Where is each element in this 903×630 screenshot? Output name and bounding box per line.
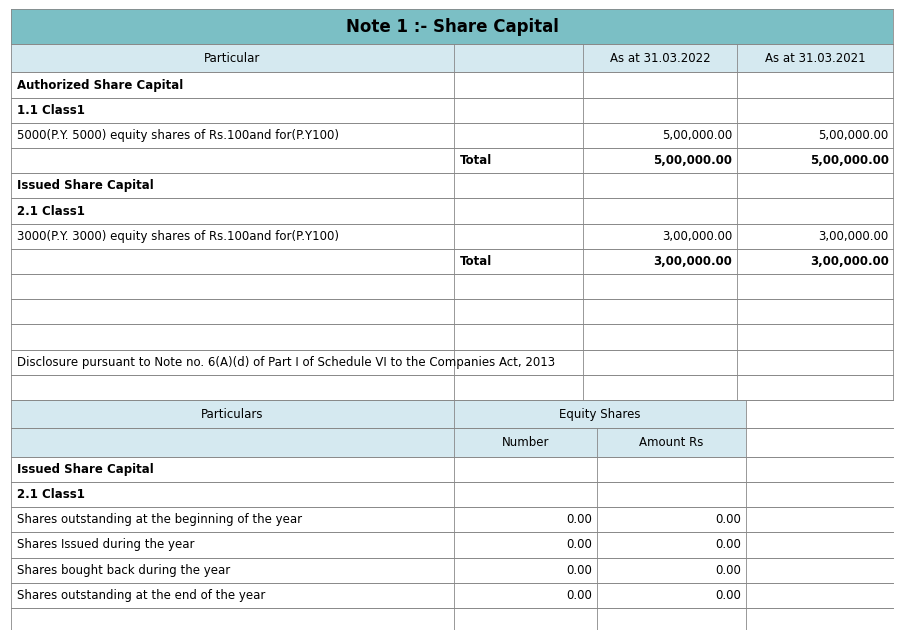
Text: 5,00,000.00: 5,00,000.00 (809, 154, 888, 167)
Text: 0.00: 0.00 (565, 589, 591, 602)
Text: Authorized Share Capital: Authorized Share Capital (17, 79, 183, 91)
Text: Particular: Particular (204, 52, 260, 65)
Text: 0.00: 0.00 (565, 564, 591, 576)
Bar (11, 9, 892, 44)
Text: Total: Total (460, 255, 492, 268)
Bar (11, 428, 745, 457)
Text: 3,00,000.00: 3,00,000.00 (653, 255, 731, 268)
Text: Shares outstanding at the end of the year: Shares outstanding at the end of the yea… (17, 589, 265, 602)
Text: 3,00,000.00: 3,00,000.00 (809, 255, 888, 268)
Text: Number: Number (501, 436, 548, 449)
Text: 0.00: 0.00 (714, 539, 740, 551)
Text: Particulars: Particulars (200, 408, 264, 421)
Text: 3,00,000.00: 3,00,000.00 (817, 230, 888, 243)
Text: Total: Total (460, 154, 492, 167)
Text: As at 31.03.2022: As at 31.03.2022 (609, 52, 710, 65)
Text: Issued Share Capital: Issued Share Capital (17, 180, 154, 192)
Bar (11, 44, 892, 72)
Bar (11, 400, 745, 428)
Text: 3000(P.Y. 3000) equity shares of Rs.100and for(P.Y100): 3000(P.Y. 3000) equity shares of Rs.100a… (17, 230, 339, 243)
Text: 5,00,000.00: 5,00,000.00 (653, 154, 731, 167)
Text: Shares bought back during the year: Shares bought back during the year (17, 564, 230, 576)
Text: Shares outstanding at the beginning of the year: Shares outstanding at the beginning of t… (17, 513, 302, 526)
Text: 0.00: 0.00 (714, 589, 740, 602)
Text: As at 31.03.2021: As at 31.03.2021 (764, 52, 864, 65)
Text: Disclosure pursuant to Note no. 6(A)(d) of Part I of Schedule VI to the Companie: Disclosure pursuant to Note no. 6(A)(d) … (17, 356, 554, 369)
Text: 2.1 Class1: 2.1 Class1 (17, 205, 85, 217)
Text: 5,00,000.00: 5,00,000.00 (661, 129, 731, 142)
Text: 0.00: 0.00 (714, 513, 740, 526)
Text: Issued Share Capital: Issued Share Capital (17, 463, 154, 476)
Text: 2.1 Class1: 2.1 Class1 (17, 488, 85, 501)
Text: 5000(P.Y. 5000) equity shares of Rs.100and for(P.Y100): 5000(P.Y. 5000) equity shares of Rs.100a… (17, 129, 339, 142)
Text: 0.00: 0.00 (565, 513, 591, 526)
Text: Shares Issued during the year: Shares Issued during the year (17, 539, 194, 551)
Text: Note 1 :- Share Capital: Note 1 :- Share Capital (345, 18, 558, 36)
Text: 5,00,000.00: 5,00,000.00 (817, 129, 888, 142)
Text: 3,00,000.00: 3,00,000.00 (661, 230, 731, 243)
Text: Equity Shares: Equity Shares (558, 408, 640, 421)
Text: 1.1 Class1: 1.1 Class1 (17, 104, 85, 117)
Text: 0.00: 0.00 (565, 539, 591, 551)
Text: Amount Rs: Amount Rs (638, 436, 703, 449)
Text: 0.00: 0.00 (714, 564, 740, 576)
